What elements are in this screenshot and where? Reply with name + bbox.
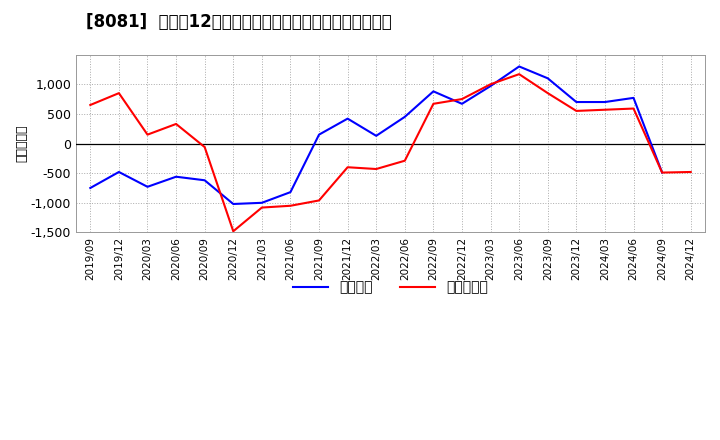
当期純利益 (372, 166, 381, 172)
Line: 当期純利益: 当期純利益 (90, 74, 690, 231)
当期純利益 (172, 121, 181, 127)
経常利益 (572, 99, 580, 105)
経常利益 (86, 185, 94, 191)
Text: [8081]  利益の12か月移動合計の対前年同期増減額の推移: [8081] 利益の12か月移動合計の対前年同期増減額の推移 (86, 13, 392, 31)
経常利益 (629, 95, 638, 100)
経常利益 (200, 178, 209, 183)
経常利益 (372, 133, 381, 139)
経常利益 (286, 190, 294, 195)
当期純利益 (600, 107, 609, 112)
経常利益 (229, 202, 238, 207)
当期純利益 (315, 198, 323, 203)
Y-axis label: （百万円）: （百万円） (15, 125, 28, 162)
当期純利益 (544, 91, 552, 96)
当期純利益 (86, 103, 94, 108)
経常利益 (400, 114, 409, 120)
経常利益 (343, 116, 352, 121)
当期純利益 (343, 165, 352, 170)
当期純利益 (200, 144, 209, 150)
経常利益 (258, 200, 266, 205)
経常利益 (515, 64, 523, 69)
当期純利益 (486, 81, 495, 87)
経常利益 (486, 83, 495, 88)
Line: 経常利益: 経常利益 (90, 66, 662, 204)
当期純利益 (114, 91, 123, 96)
経常利益 (458, 101, 467, 106)
当期純利益 (686, 169, 695, 175)
経常利益 (658, 170, 667, 175)
当期純利益 (658, 170, 667, 175)
当期純利益 (286, 203, 294, 209)
当期純利益 (515, 72, 523, 77)
経常利益 (600, 99, 609, 105)
経常利益 (172, 174, 181, 180)
当期純利益 (629, 106, 638, 111)
当期純利益 (400, 158, 409, 163)
当期純利益 (429, 101, 438, 106)
当期純利益 (572, 108, 580, 114)
当期純利益 (143, 132, 152, 137)
Legend: 経常利益, 当期純利益: 経常利益, 当期純利益 (287, 275, 493, 300)
経常利益 (114, 169, 123, 175)
経常利益 (315, 132, 323, 137)
当期純利益 (229, 229, 238, 234)
経常利益 (143, 184, 152, 190)
当期純利益 (458, 96, 467, 102)
当期純利益 (258, 205, 266, 210)
経常利益 (429, 89, 438, 94)
経常利益 (544, 76, 552, 81)
